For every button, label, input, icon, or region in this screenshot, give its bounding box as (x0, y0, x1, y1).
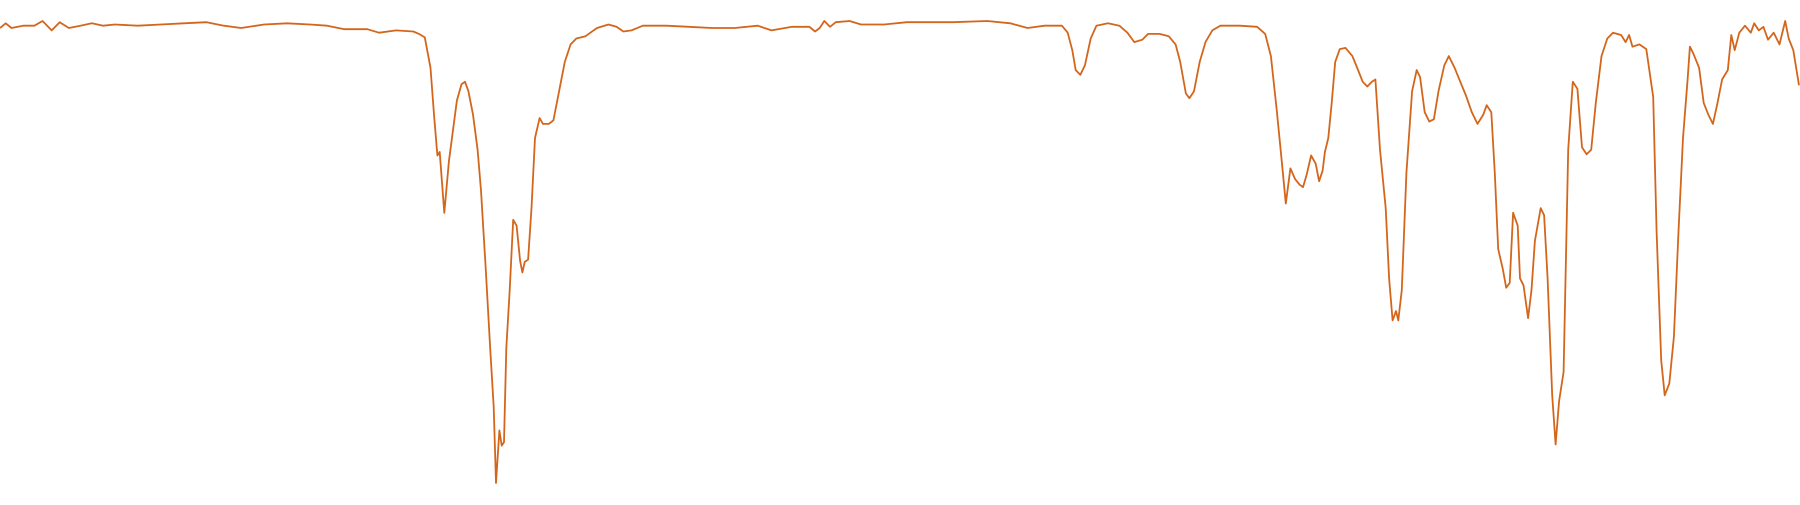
spectrum-line (0, 20, 1800, 484)
